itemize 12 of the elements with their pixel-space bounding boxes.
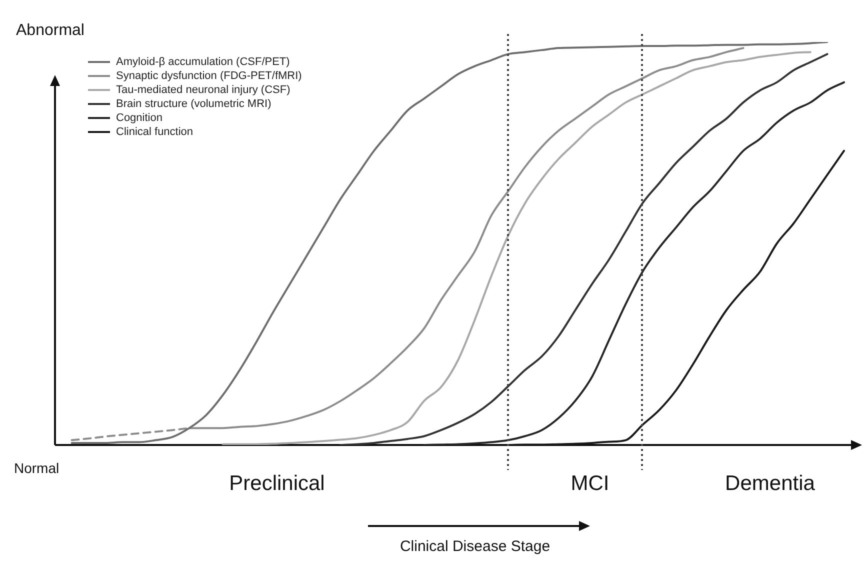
legend-label: Cognition [116, 112, 162, 124]
text: Normal [14, 460, 60, 476]
text: Clinical Disease Stage [400, 538, 550, 555]
legend-label: Amyloid-β accumulation (CSF/PET) [116, 56, 290, 68]
legend-label: Brain structure (volumetric MRI) [116, 98, 272, 110]
text: Preclinical [229, 472, 325, 496]
legend-label: Tau-mediated neuronal injury (CSF) [116, 84, 290, 96]
text: Abnormal [16, 22, 84, 40]
text: Dementia [725, 472, 815, 496]
legend-label: Clinical function [116, 126, 194, 138]
legend-label: Synaptic dysfunction (FDG-PET/fMRI) [116, 70, 302, 82]
text: MCI [570, 472, 610, 496]
